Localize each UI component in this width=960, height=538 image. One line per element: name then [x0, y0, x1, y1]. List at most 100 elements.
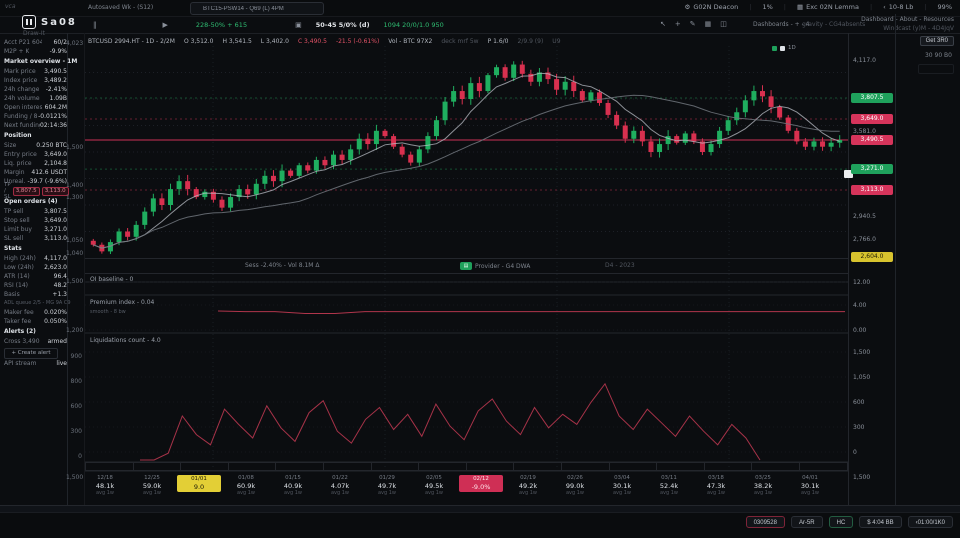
date-sub: avg 1w — [612, 490, 632, 496]
candlestick-chart[interactable] — [85, 33, 848, 505]
sidebar-row: Size 0.250 BTC — [4, 141, 67, 150]
period-label: D4 - 2023 — [605, 262, 635, 269]
left-axis-label: 0 — [78, 453, 82, 460]
price-chip[interactable]: 3,807.5 — [12, 186, 40, 196]
row-label: Size — [4, 142, 17, 149]
collapsed-widget[interactable] — [918, 64, 954, 74]
last-price-marker — [844, 170, 853, 178]
toolbar-right-b: gravity - CG4absents — [802, 21, 866, 28]
interval-chip[interactable]: 1D — [788, 45, 796, 51]
row-value: live — [56, 360, 67, 367]
grid-icon: ▦ — [796, 3, 804, 11]
crosshair-icon[interactable]: + — [674, 20, 681, 28]
pane-separator-row: Sess -2.40% - Vol 8.1M Δ ▤ Provider - G4… — [85, 258, 848, 274]
pane-c-label[interactable]: Liquidations count - 4.0 — [90, 337, 161, 344]
date-marker-red: 02/12 -9.0% — [459, 475, 503, 492]
menu-item[interactable]: 1% — [762, 3, 772, 11]
indicator-axis-label: 1,050 — [853, 374, 871, 381]
pencil-icon[interactable]: ✎ — [689, 20, 696, 28]
date-value: 49.7k — [377, 482, 397, 490]
left-axis-label: 1,400 — [66, 182, 84, 189]
camera-icon[interactable]: ◫ — [720, 20, 727, 28]
date-value: 59.0k — [142, 482, 162, 490]
snapshot-icon[interactable]: ▣ — [295, 20, 302, 29]
pane-b-label[interactable]: Premium index - 0.04 — [90, 299, 155, 306]
layout-icon[interactable]: ▦ — [704, 20, 712, 28]
session-cell — [324, 463, 372, 470]
order-tag-alert[interactable]: 2,604.0 — [851, 252, 893, 263]
bottom-button[interactable]: $ 4:04 BB — [859, 516, 902, 528]
row-label: Funding / 8h — [4, 113, 39, 120]
bottom-button[interactable]: HC — [828, 516, 854, 528]
sidebar-row: Index price 3,489.2 — [4, 76, 67, 85]
search-input[interactable] — [190, 2, 324, 15]
row-label: Entry price — [4, 151, 37, 158]
date-value: 60.9k — [236, 482, 256, 490]
top-menu: ⚙ G02N Deacon | 1% | ▦ Exc 02N Lemma | ‹ 10-8 Lb |… — [685, 3, 953, 11]
menu-item-label: Exc 02N Lemma — [806, 3, 859, 11]
series-toggle-chips: 1D — [772, 45, 796, 51]
row-label: ATR (14) — [4, 273, 30, 280]
right-price-scale[interactable]: 4,117.0 3,581.0 2,940.5 2,766.0 12.00 4.00 0.0… — [844, 33, 896, 505]
account-links[interactable]: Dashboard - About - Resources — [861, 16, 954, 23]
pause-icon[interactable]: ‖ — [93, 20, 97, 29]
document-label: Autosaved Wk - (S12) — [88, 4, 154, 11]
row-label: Low (24h) — [4, 264, 34, 271]
row-label: TP sell — [4, 208, 24, 215]
pane-a-label[interactable]: OI baseline - 0 — [90, 276, 134, 283]
drawing-tools: ↖ + ✎ ▦ ◫ — [660, 20, 727, 28]
row-value: 0.250 BTC — [36, 142, 67, 149]
date-label: 02/26 — [567, 475, 583, 481]
row-label: Stop sell — [4, 217, 30, 224]
order-tag-stop[interactable]: 3,649.0 — [851, 114, 893, 124]
row-value: 1.09B — [49, 95, 67, 102]
indicator-axis-label: 0 — [853, 449, 857, 456]
order-tag-tp[interactable]: 3,807.5 — [851, 93, 893, 103]
indicator-axis-label: 0.00 — [853, 327, 867, 334]
session-axis-strip[interactable] — [85, 462, 848, 471]
sidebar-row: API stream live — [4, 359, 67, 368]
series-green-chip[interactable] — [772, 45, 777, 51]
sidebar-row: RSI (14) 48.2 — [4, 281, 67, 290]
provider-badge[interactable]: ▤ Provider - G4 DWA — [460, 262, 530, 270]
sidebar-section-header: Market overview - 1M — [4, 58, 78, 65]
secondary-links[interactable]: Windcast (y)M - 4D4JqV — [883, 25, 954, 32]
row-label: M2P + K — [4, 48, 30, 55]
date-value: 99.0k — [565, 482, 585, 490]
order-tag-sl[interactable]: 3,113.0 — [851, 185, 893, 196]
menu-item[interactable]: ⚙ G02N Deacon — [685, 3, 739, 11]
menu-item[interactable]: ‹ 10-8 Lb — [883, 3, 913, 11]
ohlc-segment: L 3,402.0 — [260, 38, 289, 45]
sidebar-note: ADL queue 2/5 - MG 9A C9 — [4, 300, 71, 306]
price-axis-label: 2,766.0 — [853, 236, 876, 243]
pane-b-sublabel: smooth - 8 bw — [90, 309, 126, 315]
bottom-button[interactable]: 0309528 — [745, 516, 785, 528]
pro-button[interactable]: Get 3R0 — [919, 36, 954, 46]
cursor-icon[interactable]: ↖ — [660, 20, 666, 28]
sidebar-row: Margin 412.6 USDT — [4, 168, 67, 177]
order-tag-last[interactable]: 3,490.5 — [851, 135, 893, 145]
date-label: 03/25 — [755, 475, 771, 481]
date-group: 03/04 30.1k avg 1w — [600, 475, 644, 496]
row-label: SL sell — [4, 235, 24, 242]
menu-item[interactable]: 99% — [938, 3, 952, 11]
date-group: 02/05 49.5k avg 1w — [412, 475, 456, 496]
row-label: Acct P21 604M — [4, 39, 42, 46]
rightcol-divider — [895, 14, 896, 505]
row-label: Index price — [4, 77, 38, 84]
series-white-chip[interactable] — [780, 45, 785, 51]
price-chip[interactable]: 3,113.0 — [41, 186, 69, 196]
date-value: 48.1k — [95, 482, 115, 490]
order-tag-buy[interactable]: 3,271.0 — [851, 164, 893, 175]
bottom-button[interactable]: Ar-5R — [790, 516, 823, 528]
date-value: 4.07k — [330, 482, 350, 490]
play-icon[interactable]: ▶ — [162, 20, 168, 29]
bottom-button[interactable]: ‹01:00/1K0 — [907, 516, 953, 528]
date-label: 03/18 — [708, 475, 724, 481]
session-cell — [276, 463, 324, 470]
menu-item[interactable]: ▦ Exc 02N Lemma — [797, 3, 859, 11]
create-alert-button[interactable]: + Create alert — [4, 348, 58, 359]
date-sub: avg 1w — [800, 490, 820, 496]
sidebar-section-header: Open orders (4) — [4, 198, 58, 205]
